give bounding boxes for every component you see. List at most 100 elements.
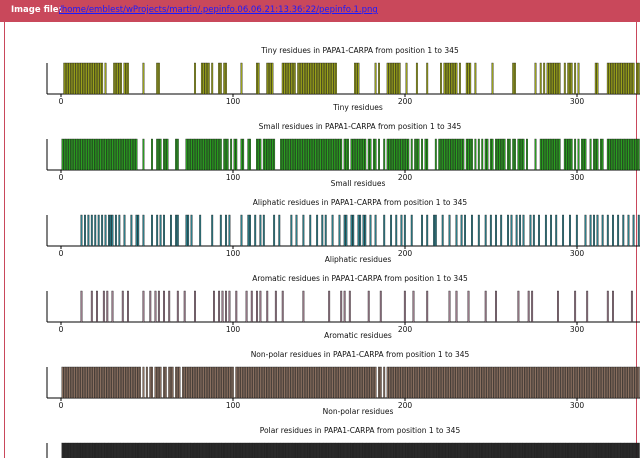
residue-bar-1-124 — [329, 138, 332, 171]
residue-bar-4-101 — [250, 366, 253, 399]
residue-bar-5-48 — [144, 442, 147, 458]
residue-bar-5-28 — [109, 442, 112, 458]
residue-bar-4-215 — [452, 366, 454, 399]
residue-bar-5-237 — [469, 442, 472, 458]
residue-bar-1-233 — [584, 138, 587, 171]
residue-bar-0-87 — [374, 62, 377, 95]
residue-bar-1-32 — [116, 138, 119, 171]
residue-bar-5-254 — [498, 442, 501, 458]
residue-bar-1-63 — [200, 138, 203, 171]
residue-bar-0-32 — [142, 62, 145, 95]
residue-bar-5-186 — [381, 442, 384, 458]
residue-bar-1-151 — [390, 138, 393, 171]
residue-bar-1-70 — [213, 138, 215, 171]
residue-bar-1-1 — [63, 138, 66, 171]
residue-bar-2-45 — [316, 214, 319, 247]
residue-bar-4-255 — [520, 366, 523, 399]
residue-bar-4-214 — [450, 366, 453, 399]
residue-bar-4-37 — [125, 366, 128, 399]
x-tick-label-2-200: 200 — [398, 249, 413, 258]
residue-bar-5-224 — [446, 442, 449, 458]
residue-bar-1-197 — [496, 138, 499, 171]
residue-bar-4-308 — [612, 366, 614, 399]
residue-bar-3-14 — [176, 290, 179, 323]
residue-bar-2-47 — [324, 214, 327, 247]
residue-bar-0-64 — [302, 62, 305, 95]
residue-bar-5-67 — [176, 442, 179, 458]
residue-bar-4-99 — [247, 366, 250, 399]
residue-bar-1-76 — [225, 138, 227, 171]
residue-bar-1-38 — [127, 138, 129, 171]
residue-bar-4-150 — [335, 366, 337, 399]
residue-bar-1-147 — [378, 138, 380, 171]
chart-title-2: Aliphatic residues in PAPA1-CARPA from p… — [253, 198, 468, 207]
image-file-link[interactable]: /home/emblest/wProjects/martin/.pepinfo.… — [59, 5, 378, 15]
residue-bar-5-253 — [496, 442, 499, 458]
residue-bar-5-220 — [440, 442, 442, 458]
residue-bar-4-197 — [421, 366, 423, 399]
residue-bar-3-42 — [467, 290, 470, 323]
residue-bar-1-49 — [163, 138, 165, 171]
residue-bar-4-163 — [357, 366, 360, 399]
residue-bar-1-237 — [596, 138, 599, 171]
residue-bar-4-152 — [338, 366, 341, 399]
residue-bar-2-83 — [515, 214, 518, 247]
residue-bar-4-211 — [445, 366, 448, 399]
residue-bar-4-258 — [526, 366, 528, 399]
residue-bar-4-320 — [632, 366, 635, 399]
residue-bar-5-51 — [149, 442, 152, 458]
residue-bar-2-97 — [593, 214, 595, 247]
residue-bar-3-4 — [106, 290, 109, 323]
residue-bar-5-256 — [501, 442, 504, 458]
residue-bar-1-162 — [410, 138, 413, 171]
residue-bar-4-192 — [412, 366, 415, 399]
residue-bar-4-226 — [471, 366, 473, 399]
residue-bar-3-2 — [96, 290, 98, 323]
residue-bar-0-89 — [386, 62, 389, 95]
content-frame — [4, 22, 637, 458]
residue-bar-1-146 — [374, 138, 377, 171]
residue-bar-4-222 — [464, 366, 466, 399]
residue-bar-1-142 — [364, 138, 367, 171]
residue-bar-5-250 — [491, 442, 494, 458]
residue-bar-4-159 — [350, 366, 353, 399]
residue-bar-2-86 — [529, 214, 532, 247]
residue-bar-5-273 — [531, 442, 534, 458]
residue-bar-1-122 — [326, 138, 329, 171]
residue-bar-4-78 — [209, 366, 212, 399]
residue-bar-5-135 — [293, 442, 296, 458]
residue-bar-2-33 — [240, 214, 243, 247]
residue-bar-5-323 — [617, 442, 620, 458]
residue-bar-4-315 — [624, 366, 626, 399]
residue-bar-5-57 — [159, 442, 162, 458]
residue-bar-1-14 — [85, 138, 88, 171]
residue-bar-4-185 — [400, 366, 403, 399]
residue-bar-4-123 — [288, 366, 291, 399]
residue-bar-4-267 — [541, 366, 544, 399]
residue-bar-3-3 — [102, 290, 105, 323]
residue-bar-5-223 — [445, 442, 448, 458]
residue-bar-5-236 — [467, 442, 470, 458]
residue-bar-4-140 — [317, 366, 320, 399]
residue-bar-4-5 — [70, 366, 73, 399]
residue-bar-1-235 — [593, 138, 595, 171]
residue-bar-1-169 — [434, 138, 437, 171]
residue-bar-5-162 — [340, 442, 343, 458]
residue-bar-0-132 — [574, 62, 577, 95]
residue-bar-4-223 — [465, 366, 468, 399]
residue-bar-5-174 — [360, 442, 363, 458]
residue-bar-2-23 — [175, 214, 178, 247]
residue-bar-5-30 — [113, 442, 116, 458]
residue-bar-5-83 — [204, 442, 207, 458]
residue-bar-1-57 — [190, 138, 193, 171]
residue-bar-5-18 — [92, 442, 95, 458]
residue-bar-4-111 — [268, 366, 270, 399]
residue-bar-5-267 — [520, 442, 523, 458]
residue-bar-5-15 — [87, 442, 90, 458]
residue-bar-1-103 — [293, 138, 296, 171]
residue-bar-4-95 — [240, 366, 243, 399]
residue-bar-2-80 — [500, 214, 503, 247]
residue-bar-0-81 — [331, 62, 334, 95]
residue-bar-1-29 — [111, 138, 114, 171]
residue-bar-1-30 — [113, 138, 116, 171]
